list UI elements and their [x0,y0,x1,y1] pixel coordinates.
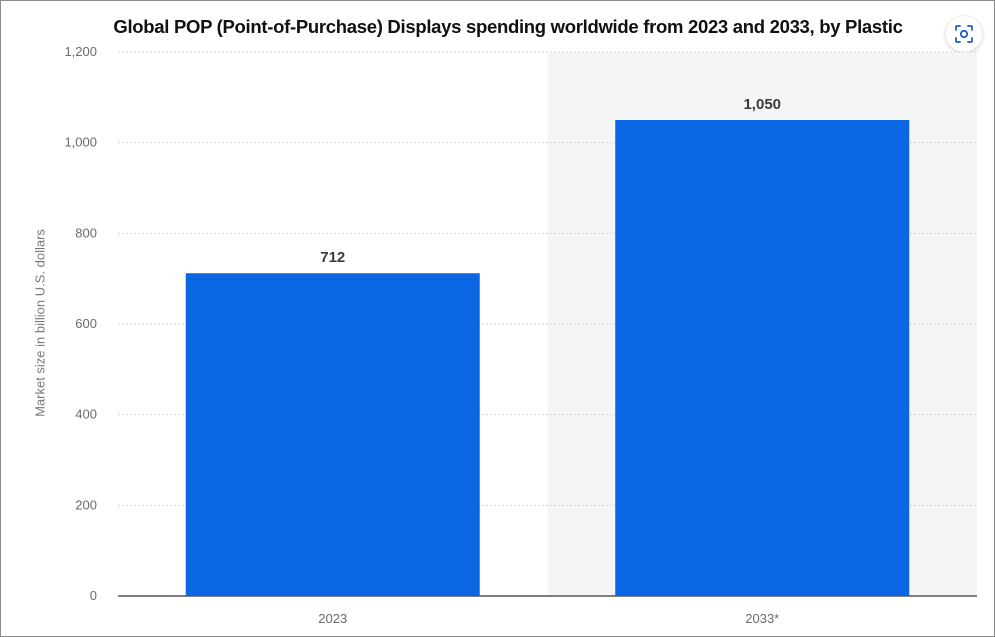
data-label: 712 [320,249,345,266]
bar[interactable] [615,120,910,596]
y-tick-label: 800 [75,225,97,240]
data-label: 1,050 [743,96,781,113]
y-tick-label: 400 [75,407,97,422]
chart-title: Global POP (Point-of-Purchase) Displays … [113,16,903,37]
y-tick-label: 200 [75,497,97,512]
x-tick-label: 2023 [318,611,347,626]
bar[interactable] [185,273,480,596]
y-tick-label: 1,200 [64,44,97,59]
y-tick-label: 600 [75,316,97,331]
x-tick-label: 2033* [745,611,779,626]
y-tick-label: 1,000 [64,135,97,150]
y-axis-label: Market size in billion U.S. dollars [32,229,48,417]
image-search-icon [955,25,973,43]
image-search-button[interactable] [946,16,982,52]
y-tick-label: 0 [90,588,97,603]
